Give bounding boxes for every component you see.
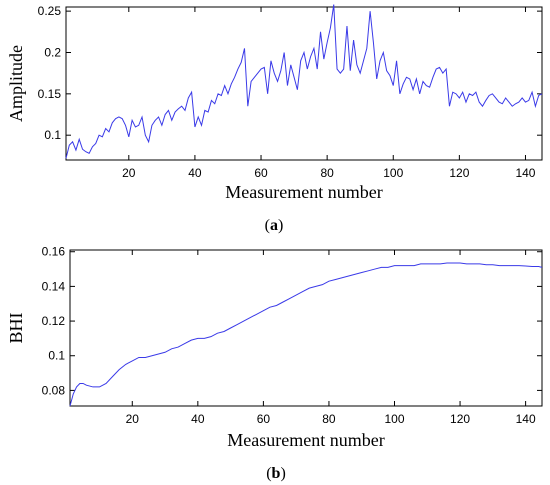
plot-b-y-tick-label: 0.08 [42,383,66,397]
panel-b-bhi: 20 40 60 80 100 120 140 0.08 0.1 0.12 0.14 0.16 Mea… [6,245,543,482]
plot-b-x-tick-label: 100 [384,412,404,426]
plot-a-frame [65,6,543,161]
plot-b-y-axis-title: BHI [6,312,26,343]
plot-b-x-tick-label: 80 [322,412,336,426]
plot-a-y-tick-label: 0.1 [44,128,61,142]
plot-a-x-tick-label: 120 [449,166,469,180]
plot-b-series-line [69,262,543,407]
plot-a-x-axis-title: Measurement number [225,182,382,202]
plot-b-ticks: 20 40 60 80 100 120 140 0.08 0.1 0.12 0.14 0.16 [42,245,542,426]
plot-b-x-tick-label: 20 [126,412,140,426]
plot-a-series-line [65,4,543,159]
plot-a-x-tick-label: 40 [188,166,202,180]
plot-a-y-axis-title: Amplitude [6,45,26,122]
plot-b-y-tick-label: 0.12 [42,314,66,328]
plot-b-x-tick-label: 120 [450,412,470,426]
panel-a-amplitude: 20 40 60 80 100 120 140 0.1 0.15 0.2 0.25 Measurem… [6,4,543,234]
plot-a-y-tick-label: 0.25 [38,4,62,18]
plot-a-x-tick-label: 100 [383,166,403,180]
plot-b-caption-letter: b [272,465,281,482]
plot-a-caption: (a) [265,217,284,234]
plot-b-y-tick-label: 0.16 [42,245,66,259]
plot-b-caption: (b) [266,465,286,482]
plot-b-x-tick-label: 40 [191,412,205,426]
plot-a-x-tick-label: 80 [320,166,334,180]
plot-b-x-tick-label: 60 [257,412,271,426]
plot-b-frame [69,249,543,407]
plot-a-x-tick-label: 140 [515,166,535,180]
plot-a-x-tick-label: 60 [254,166,268,180]
plot-b-y-tick-label: 0.14 [42,279,66,293]
plot-a-ticks: 20 40 60 80 100 120 140 0.1 0.15 0.2 0.25 [38,4,542,180]
plot-a-y-tick-label: 0.2 [44,45,61,59]
plot-a-caption-letter: a [270,217,278,234]
plot-a-x-tick-label: 20 [122,166,136,180]
plot-b-x-axis-title: Measurement number [227,430,384,450]
plot-a-y-tick-label: 0.15 [38,87,62,101]
plot-b-x-tick-label: 140 [516,412,536,426]
plot-b-y-tick-label: 0.1 [48,349,65,363]
